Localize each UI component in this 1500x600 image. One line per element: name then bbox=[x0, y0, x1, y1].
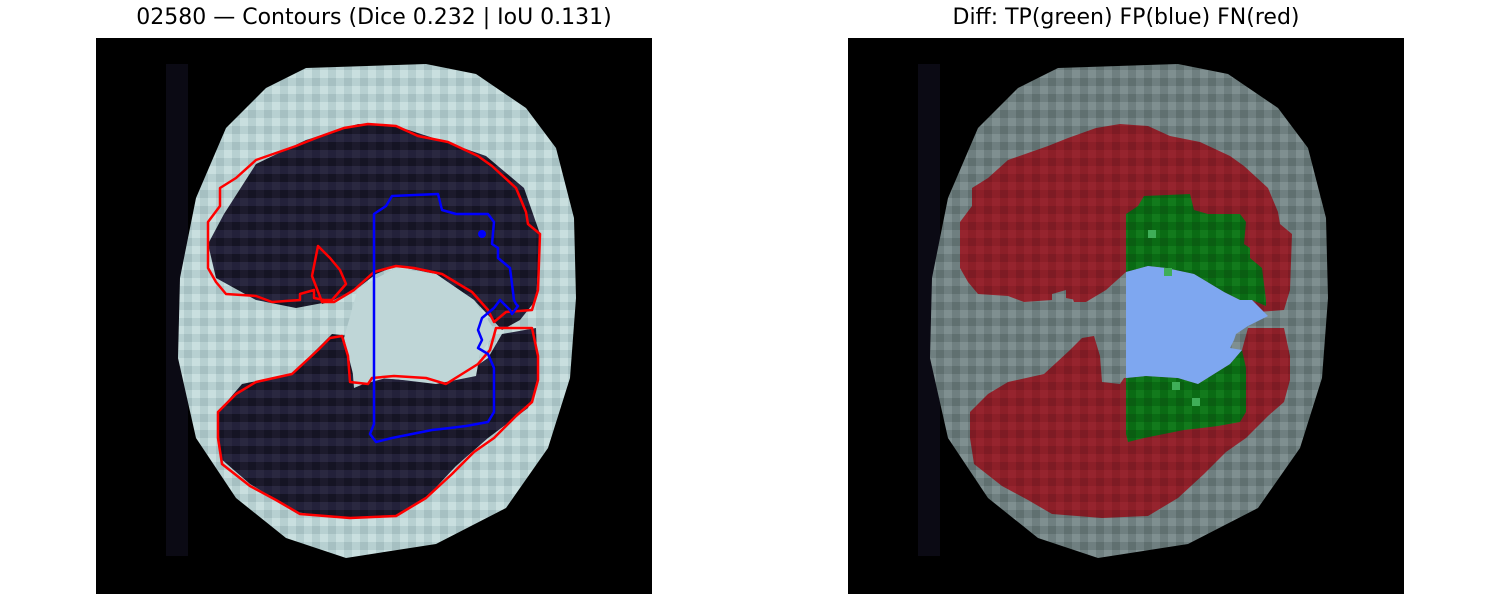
tp-speckle bbox=[1164, 268, 1172, 276]
lung-lower-region bbox=[218, 328, 538, 518]
diff-overlay-image bbox=[848, 38, 1404, 594]
ground-truth-contour-upper bbox=[206, 122, 542, 324]
contour-overlay-svg bbox=[166, 64, 576, 558]
true-positive-region-upper bbox=[1126, 194, 1266, 306]
prediction-contour-dot bbox=[478, 230, 486, 238]
background-artifact bbox=[166, 64, 188, 556]
true-positive-region-lower bbox=[1126, 350, 1246, 442]
tp-speckle bbox=[1192, 398, 1200, 406]
contour-overlay-image bbox=[96, 38, 652, 594]
background-artifact bbox=[918, 64, 940, 556]
left-panel-title: 02580 — Contours (Dice 0.232 | IoU 0.131… bbox=[136, 5, 612, 30]
prediction-contour bbox=[368, 192, 520, 444]
diff-overlay-svg bbox=[918, 64, 1328, 558]
mediastinum-region bbox=[344, 268, 496, 386]
right-panel-title: Diff: TP(green) FP(blue) FN(red) bbox=[952, 5, 1300, 30]
false-positive-region bbox=[1126, 266, 1268, 384]
tp-speckle bbox=[1148, 230, 1156, 238]
tp-speckle bbox=[1172, 382, 1180, 390]
ground-truth-contour-lower bbox=[216, 326, 540, 520]
